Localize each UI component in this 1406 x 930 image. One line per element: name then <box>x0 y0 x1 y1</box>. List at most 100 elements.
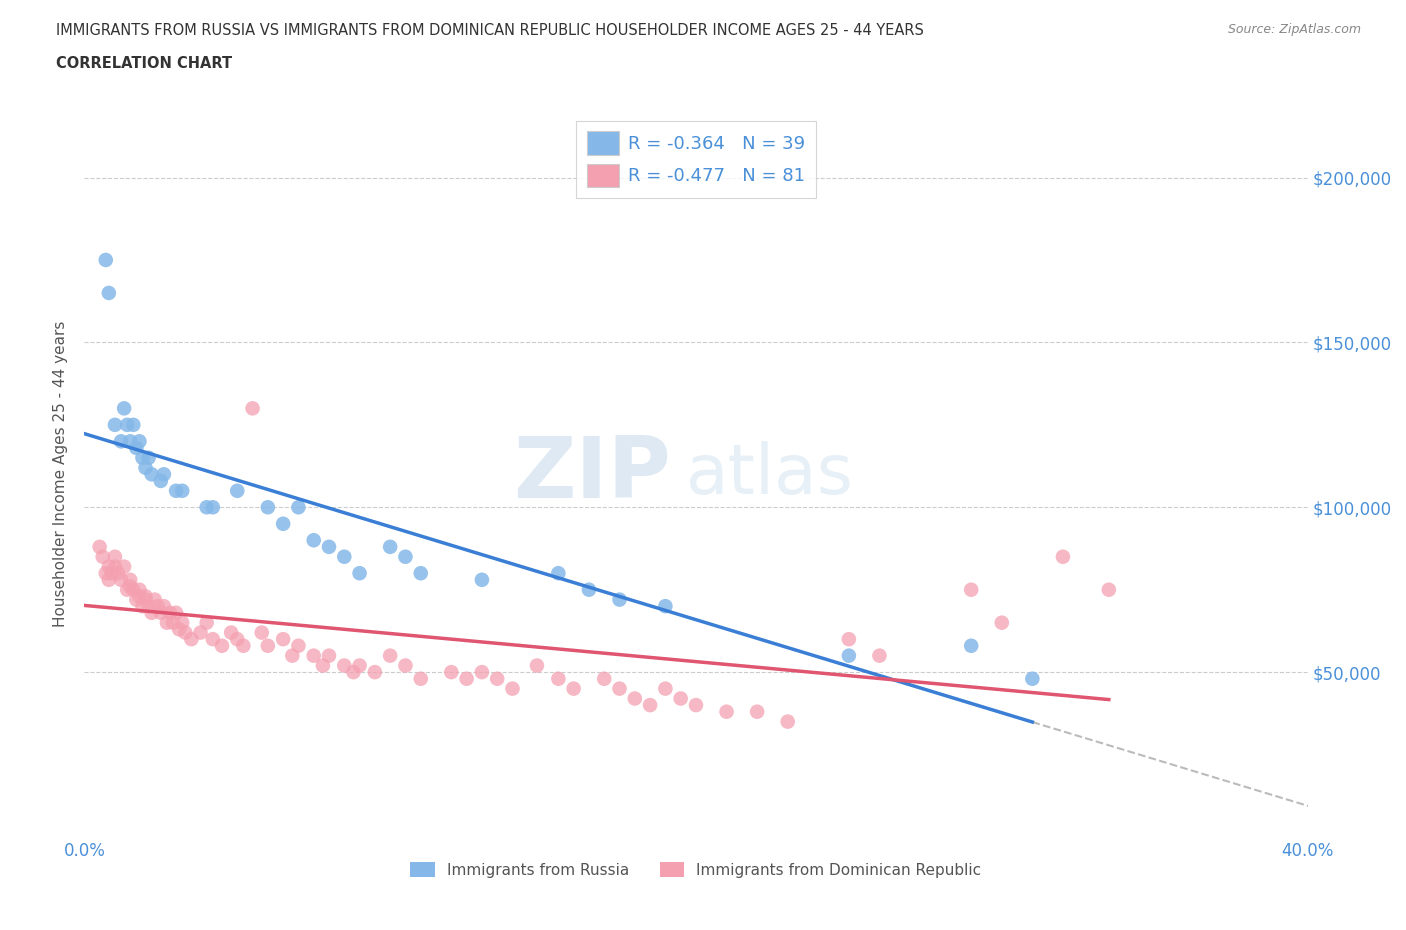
Point <box>104 418 127 432</box>
Point <box>312 658 335 673</box>
Point <box>143 592 166 607</box>
Point <box>869 648 891 663</box>
Point <box>94 565 117 580</box>
Point <box>838 631 860 646</box>
Point <box>138 450 160 465</box>
Point <box>110 434 132 449</box>
Point <box>135 592 157 607</box>
Point <box>195 499 218 514</box>
Point <box>141 467 163 482</box>
Point <box>125 441 148 456</box>
Point <box>333 658 356 673</box>
Point <box>471 572 494 587</box>
Point <box>201 499 224 514</box>
Point <box>257 499 280 514</box>
Point <box>120 579 142 594</box>
Point <box>131 599 153 614</box>
Text: ZIP: ZIP <box>513 432 671 516</box>
Text: Source: ZipAtlas.com: Source: ZipAtlas.com <box>1227 23 1361 36</box>
Point <box>195 616 218 631</box>
Point <box>115 418 138 432</box>
Point <box>638 698 661 712</box>
Text: atlas: atlas <box>686 441 853 508</box>
Point <box>110 572 132 587</box>
Point <box>394 550 416 565</box>
Point <box>349 565 371 580</box>
Point <box>122 582 145 597</box>
Point <box>104 559 127 574</box>
Point <box>165 605 187 620</box>
Point <box>91 550 114 565</box>
Point <box>440 665 463 680</box>
Point <box>1098 582 1121 597</box>
Point <box>960 638 983 653</box>
Point <box>502 681 524 696</box>
Point <box>547 565 569 580</box>
Point <box>593 671 616 686</box>
Text: IMMIGRANTS FROM RUSSIA VS IMMIGRANTS FROM DOMINICAN REPUBLIC HOUSEHOLDER INCOME : IMMIGRANTS FROM RUSSIA VS IMMIGRANTS FRO… <box>56 23 924 38</box>
Point <box>960 582 983 597</box>
Point <box>112 401 135 416</box>
Point <box>394 658 416 673</box>
Point <box>190 625 212 640</box>
Point <box>716 704 738 719</box>
Point <box>380 648 402 663</box>
Point <box>172 484 194 498</box>
Point <box>991 616 1014 631</box>
Point <box>547 671 569 686</box>
Point <box>107 565 129 580</box>
Point <box>146 599 169 614</box>
Point <box>97 559 120 574</box>
Point <box>838 648 860 663</box>
Point <box>153 467 176 482</box>
Point <box>226 631 249 646</box>
Point <box>271 516 294 531</box>
Point <box>562 681 585 696</box>
Point <box>318 648 340 663</box>
Point <box>174 625 197 640</box>
Point <box>180 631 202 646</box>
Point <box>250 625 273 640</box>
Point <box>149 473 172 488</box>
Point <box>128 434 150 449</box>
Point <box>125 592 148 607</box>
Point <box>219 625 242 640</box>
Y-axis label: Householder Income Ages 25 - 44 years: Householder Income Ages 25 - 44 years <box>53 321 69 628</box>
Point <box>578 582 600 597</box>
Point <box>97 572 120 587</box>
Point <box>318 539 340 554</box>
Point <box>211 638 233 653</box>
Text: CORRELATION CHART: CORRELATION CHART <box>56 56 232 71</box>
Point <box>342 665 364 680</box>
Point <box>165 484 187 498</box>
Point <box>685 698 707 712</box>
Point <box>128 582 150 597</box>
Point <box>242 401 264 416</box>
Point <box>94 253 117 268</box>
Point <box>101 565 124 580</box>
Point <box>159 605 181 620</box>
Point <box>654 681 676 696</box>
Point <box>456 671 478 686</box>
Legend: Immigrants from Russia, Immigrants from Dominican Republic: Immigrants from Russia, Immigrants from … <box>405 856 987 884</box>
Point <box>287 499 309 514</box>
Point <box>471 665 494 680</box>
Point <box>135 589 157 604</box>
Point <box>201 631 224 646</box>
Point <box>526 658 548 673</box>
Point <box>333 550 356 565</box>
Point <box>232 638 254 653</box>
Point <box>609 681 631 696</box>
Point <box>135 460 157 475</box>
Point <box>128 589 150 604</box>
Point <box>287 638 309 653</box>
Point <box>624 691 647 706</box>
Point <box>162 616 184 631</box>
Point <box>271 631 294 646</box>
Point <box>97 286 120 300</box>
Point <box>364 665 387 680</box>
Point <box>120 572 142 587</box>
Point <box>120 434 142 449</box>
Point <box>302 648 325 663</box>
Point <box>115 582 138 597</box>
